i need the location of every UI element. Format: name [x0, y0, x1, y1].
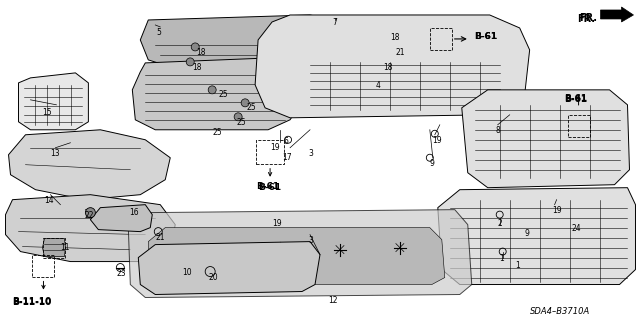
- Bar: [430, 28, 452, 50]
- Text: 25: 25: [212, 128, 222, 137]
- Text: 8: 8: [496, 126, 500, 135]
- Text: 3: 3: [308, 236, 313, 245]
- Text: 25: 25: [236, 118, 246, 127]
- Text: 1: 1: [500, 254, 504, 263]
- Polygon shape: [42, 239, 65, 256]
- Text: 12: 12: [328, 295, 337, 305]
- Polygon shape: [600, 7, 634, 22]
- Text: 19: 19: [432, 136, 442, 145]
- Text: B-61: B-61: [474, 32, 497, 41]
- Text: B-61: B-61: [256, 182, 279, 191]
- Polygon shape: [255, 15, 530, 118]
- Text: 22: 22: [84, 211, 94, 220]
- Text: 1: 1: [516, 261, 520, 270]
- Text: 19: 19: [272, 219, 282, 228]
- Text: SDA4–B3710A: SDA4–B3710A: [530, 308, 590, 316]
- Text: FR.: FR.: [580, 13, 598, 23]
- Circle shape: [208, 86, 216, 94]
- Text: 24: 24: [572, 224, 581, 233]
- Text: B-11-10: B-11-10: [13, 296, 52, 306]
- Polygon shape: [90, 205, 152, 232]
- Circle shape: [191, 43, 199, 51]
- Bar: [44, 238, 65, 257]
- Circle shape: [186, 58, 194, 66]
- Circle shape: [234, 113, 242, 121]
- Text: 7: 7: [332, 18, 337, 27]
- Text: B-11-10: B-11-10: [13, 298, 52, 307]
- Text: 5: 5: [156, 28, 161, 37]
- Polygon shape: [140, 15, 365, 75]
- Text: 20: 20: [208, 272, 218, 282]
- Text: 18: 18: [196, 48, 205, 57]
- Text: 4: 4: [376, 81, 381, 90]
- Text: 11: 11: [60, 242, 70, 252]
- Text: 18: 18: [390, 33, 399, 42]
- Polygon shape: [8, 130, 170, 200]
- Bar: [33, 255, 54, 277]
- Text: 13: 13: [51, 149, 60, 158]
- Text: 17: 17: [282, 153, 292, 162]
- Circle shape: [85, 208, 95, 218]
- Text: B-61: B-61: [564, 95, 588, 104]
- Text: 6: 6: [283, 137, 288, 146]
- Text: 9: 9: [525, 229, 529, 238]
- Text: B-61: B-61: [564, 94, 588, 103]
- Text: 10: 10: [182, 268, 192, 277]
- Polygon shape: [138, 241, 320, 294]
- Text: 14: 14: [44, 196, 54, 205]
- Text: 16: 16: [129, 208, 139, 217]
- Text: 18: 18: [383, 63, 392, 72]
- Bar: [568, 115, 589, 137]
- Text: 21: 21: [396, 48, 405, 57]
- Text: B-61: B-61: [258, 183, 281, 192]
- Polygon shape: [128, 210, 472, 298]
- Text: 15: 15: [42, 108, 52, 117]
- Bar: [256, 140, 284, 164]
- Text: 2: 2: [498, 219, 502, 228]
- Text: 18: 18: [192, 63, 202, 72]
- Polygon shape: [132, 58, 300, 130]
- Text: B-61: B-61: [474, 32, 497, 41]
- Polygon shape: [438, 188, 636, 285]
- Polygon shape: [462, 90, 630, 188]
- Text: 21: 21: [156, 233, 164, 241]
- Polygon shape: [19, 73, 88, 130]
- Text: FR.: FR.: [577, 14, 596, 24]
- Text: 23: 23: [116, 269, 126, 278]
- Text: 25: 25: [246, 103, 256, 112]
- Circle shape: [241, 99, 249, 107]
- Text: 19: 19: [552, 206, 562, 215]
- Text: 9: 9: [430, 159, 435, 168]
- Polygon shape: [6, 195, 175, 262]
- Polygon shape: [148, 228, 445, 285]
- Text: 19: 19: [270, 143, 280, 152]
- Text: 3: 3: [308, 149, 313, 158]
- Text: 25: 25: [218, 90, 228, 99]
